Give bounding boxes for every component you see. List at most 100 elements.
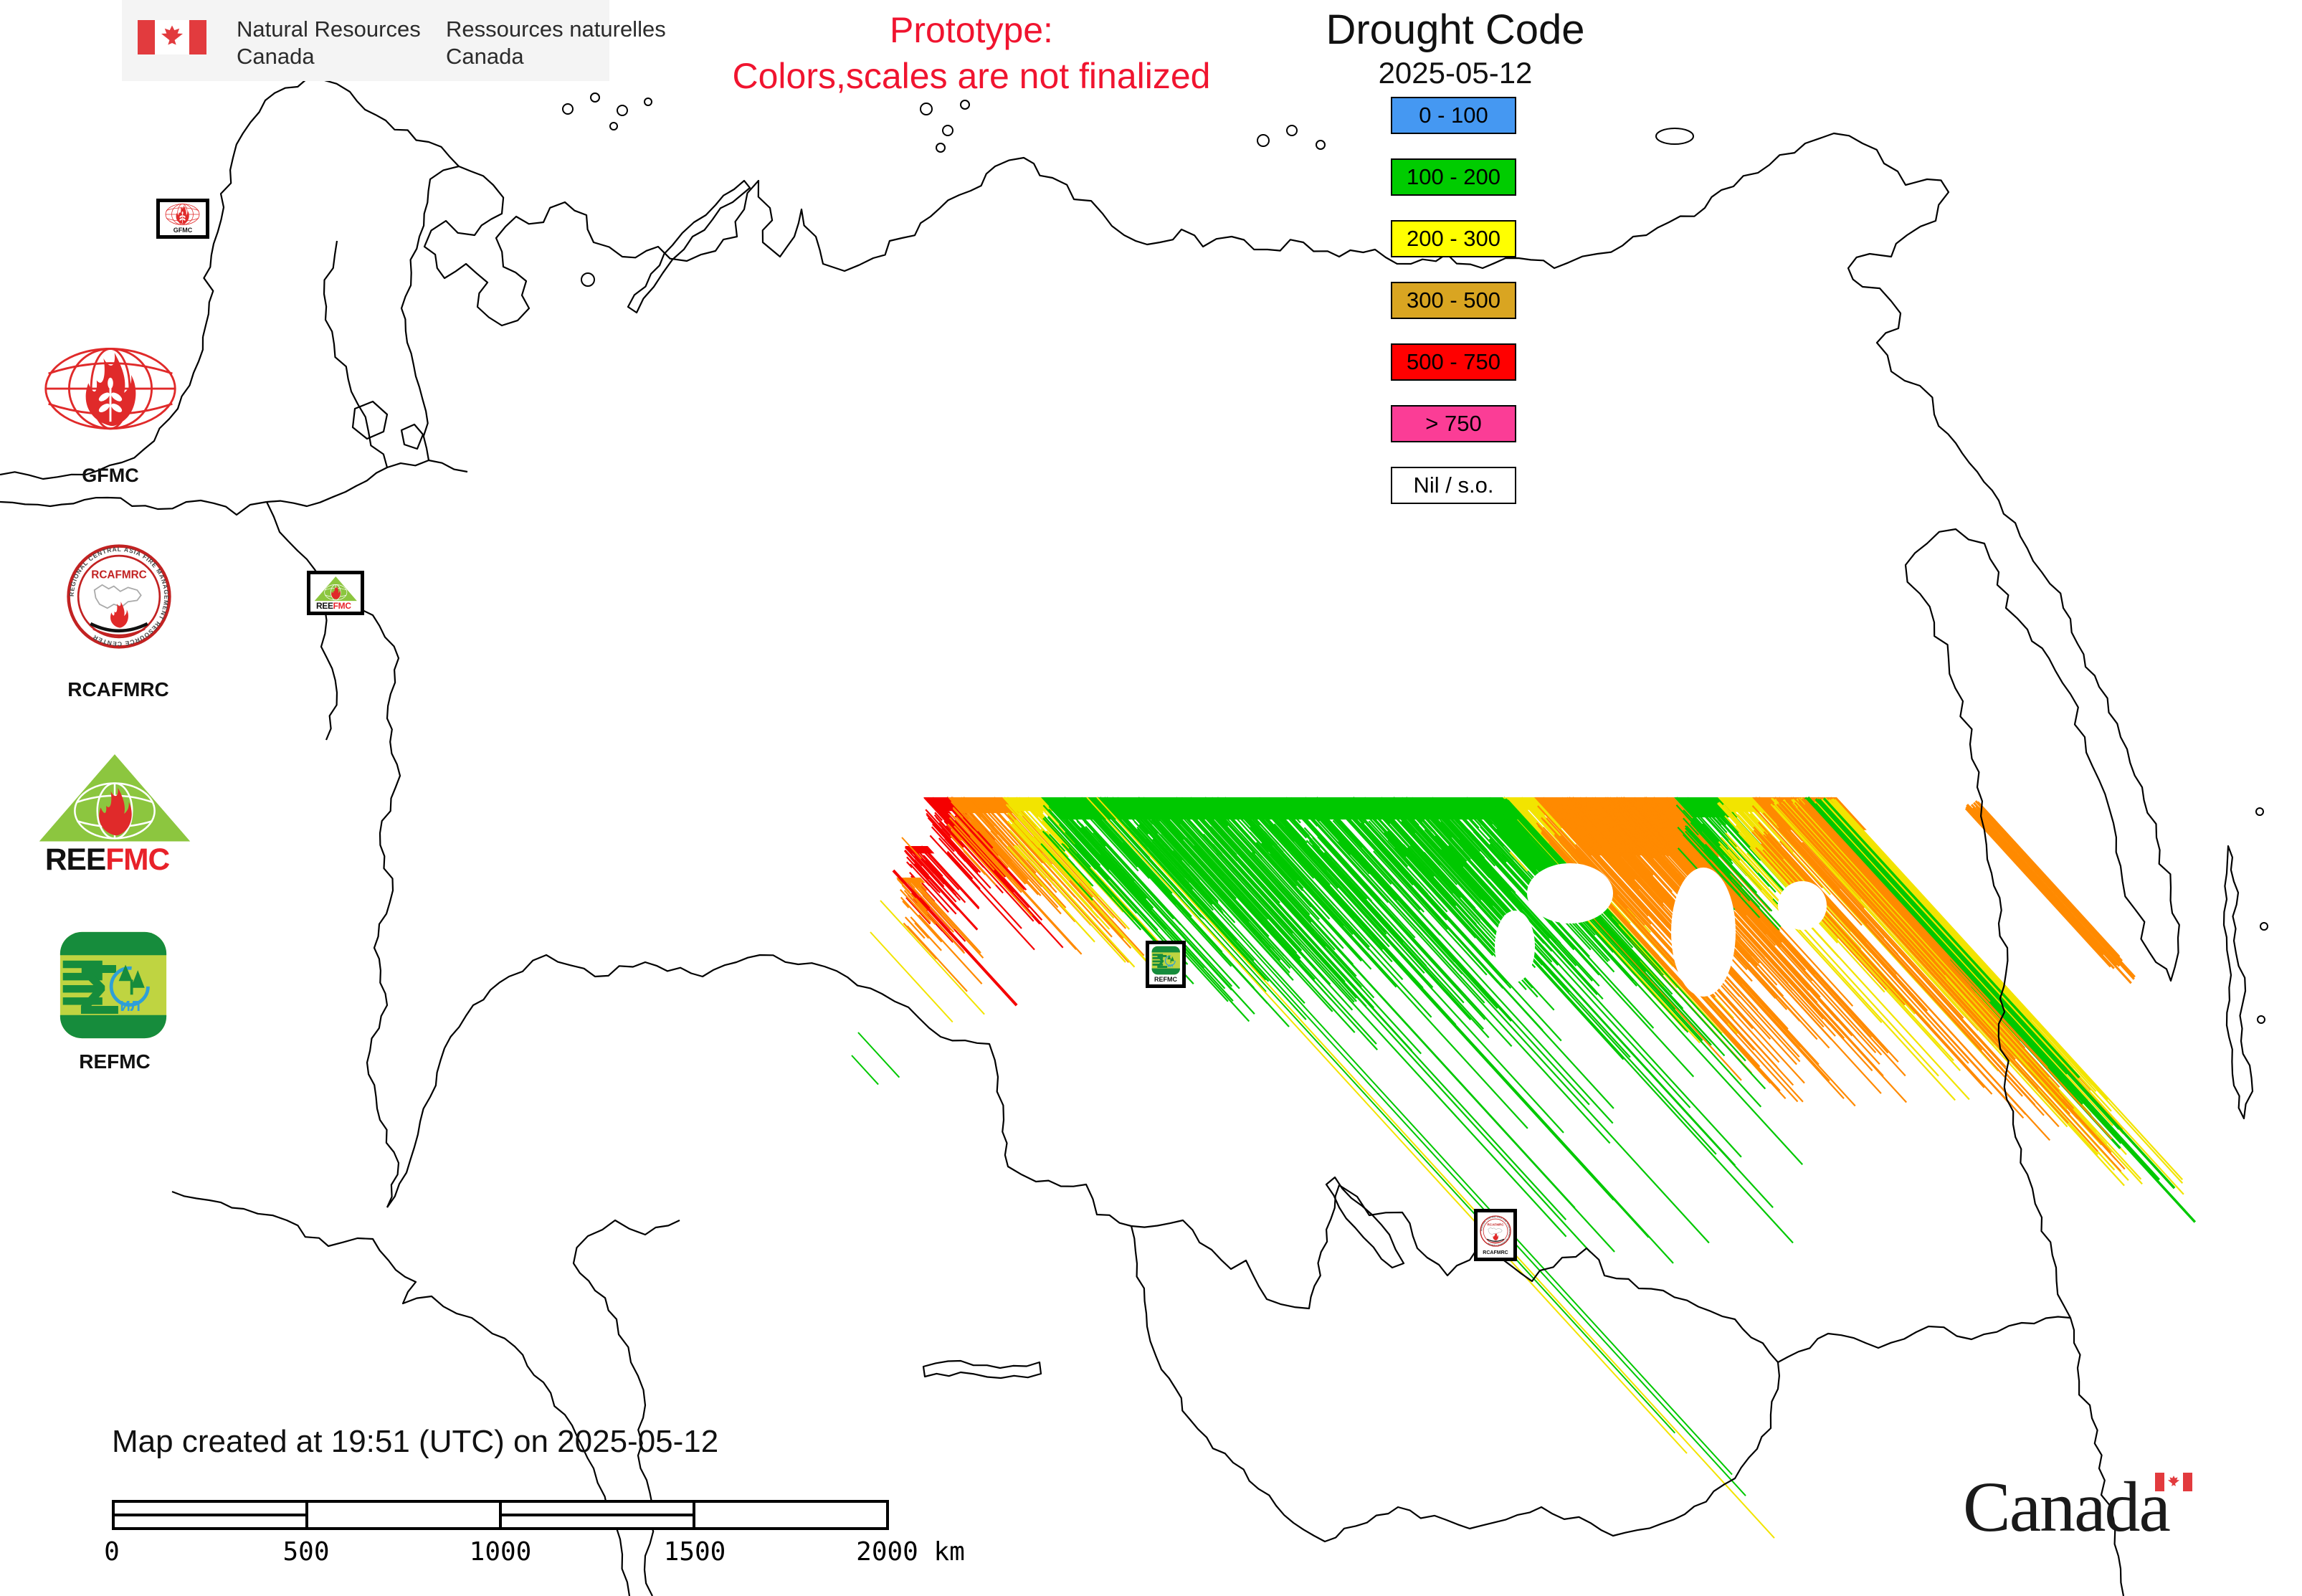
drought-streak	[1211, 797, 1362, 962]
drought-streak	[1779, 806, 2003, 1050]
drought-streak	[1138, 836, 1307, 1020]
drought-streak	[1072, 851, 1167, 954]
island	[581, 272, 595, 287]
drought-streak	[1966, 804, 2105, 956]
drought-streak	[899, 889, 931, 923]
drought-streak	[1329, 800, 1448, 930]
drought-streak	[1348, 802, 1409, 868]
drought-streak	[1345, 809, 1447, 921]
drought-streak	[1450, 800, 1468, 820]
drought-streak	[940, 804, 950, 814]
drought-streak	[1762, 812, 2023, 1097]
drought-streak	[1138, 824, 1149, 835]
drought-streak	[1127, 797, 1140, 812]
legend-class-label: 100 - 200	[1407, 164, 1500, 189]
drought-streak	[903, 922, 938, 960]
drought-streak	[1047, 816, 1097, 870]
drought-streak	[956, 852, 966, 863]
coastline-path	[1325, 1176, 1405, 1269]
refmc-map-marker: REFMC	[1146, 941, 1186, 988]
drought-streak	[1541, 830, 1563, 855]
drought-streak	[946, 825, 1035, 922]
drought-streak	[1218, 829, 1233, 845]
drought-streak	[1727, 797, 1758, 831]
drought-streak	[1170, 797, 1183, 812]
drought-streak	[1429, 804, 1556, 944]
drought-streak	[1080, 822, 1255, 1015]
drought-streak	[1298, 797, 1321, 822]
drought-streak	[1529, 798, 1546, 816]
drought-streak	[910, 916, 942, 951]
drought-streak	[1447, 804, 1459, 817]
drought-streak	[1056, 802, 1095, 844]
drought-streak	[960, 797, 972, 809]
drought-streak	[1536, 797, 1780, 1063]
drought-streak	[1832, 798, 2108, 1101]
drought-long-streak	[1086, 797, 1688, 1454]
drought-streak	[1290, 797, 1318, 827]
drought-streak	[1795, 846, 1983, 1051]
drought-streak	[991, 847, 1027, 885]
drought-streak	[1414, 797, 1429, 812]
drought-streak	[913, 845, 966, 903]
scale-tick-label: 1000	[469, 1537, 532, 1567]
drought-streak	[971, 804, 1067, 908]
drought-streak	[1828, 799, 2097, 1092]
drought-streak	[1774, 816, 2060, 1128]
drought-streak	[1202, 797, 1229, 827]
drought-streak	[1297, 809, 1416, 939]
drought-streak	[1724, 815, 1755, 849]
legend-swatches: 0 - 100 100 - 200 200 - 300 300 - 500 500 - …	[1391, 97, 1516, 528]
drought-streak	[943, 812, 954, 824]
drought-streak	[1385, 797, 1794, 1244]
drought-streak	[1186, 802, 1375, 1009]
drought-streak	[1466, 814, 1480, 829]
drought-streak	[1007, 815, 1043, 854]
drought-streak	[1727, 849, 1774, 900]
drought-data-layer	[851, 796, 2197, 1539]
drought-streak	[1604, 849, 1626, 872]
drought-streak	[1459, 839, 1551, 939]
drought-streak	[1446, 827, 1551, 941]
drought-streak	[1751, 831, 1993, 1095]
drought-streak	[914, 877, 928, 892]
drought-streak	[1685, 825, 1731, 875]
refmc-marker-label: REFMC	[1154, 976, 1177, 983]
drought-streak	[1319, 812, 1343, 838]
drought-streak	[1165, 809, 1219, 869]
drought-streak	[1268, 825, 1355, 919]
drought-streak	[1602, 813, 1640, 853]
drought-streak	[1411, 802, 1691, 1108]
drought-streak	[925, 797, 1042, 925]
drought-streak	[908, 878, 956, 930]
drought-streak	[936, 804, 1043, 921]
refmc-logo-icon	[59, 931, 168, 1040]
legend-title: Drought Code	[1326, 6, 1585, 53]
drought-streak	[990, 830, 1043, 888]
drought-streak	[1136, 827, 1155, 847]
rcafmrc-marker-icon	[1480, 1213, 1511, 1249]
drought-streak	[924, 876, 941, 893]
island	[936, 143, 946, 153]
drought-streak	[1258, 799, 1564, 1134]
drought-streak	[921, 845, 980, 910]
nrcan-en-line2: Canada	[237, 44, 315, 69]
drought-streak	[1977, 807, 2132, 975]
drought-streak	[922, 846, 980, 908]
drought-streak	[1015, 797, 1028, 810]
drought-streak	[1370, 805, 1498, 945]
drought-streak	[1815, 798, 2068, 1075]
drought-streak	[1485, 797, 1712, 1046]
drought-streak	[900, 896, 943, 943]
island	[562, 103, 574, 115]
island	[1257, 134, 1270, 147]
drought-streak	[1065, 831, 1110, 880]
rcafmrc-map-marker: RCAFMRC	[1474, 1209, 1517, 1261]
drought-streak	[1677, 826, 1741, 896]
legend-class-200-300: 200 - 300	[1391, 220, 1516, 257]
drought-streak	[1203, 814, 1292, 911]
drought-streak	[1073, 797, 1090, 814]
drought-streak	[1080, 827, 1147, 900]
nrcan-en-line1: Natural Resources	[237, 16, 421, 42]
drought-streak	[969, 836, 1022, 893]
